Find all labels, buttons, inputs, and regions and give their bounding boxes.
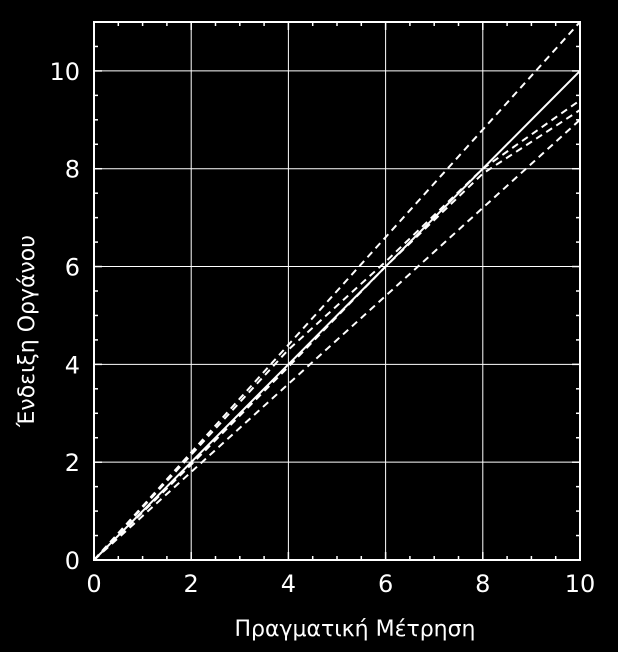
y-axis-label: Ένδειξη Οργάνου xyxy=(15,235,40,428)
x-axis-label: Πραγματική Μέτρηση xyxy=(234,617,475,642)
x-tick-label: 4 xyxy=(281,570,296,598)
x-tick-label: 8 xyxy=(475,570,490,598)
x-tick-label: 10 xyxy=(565,570,596,598)
y-tick-label: 6 xyxy=(65,254,80,282)
x-tick-label: 6 xyxy=(378,570,393,598)
y-tick-label: 2 xyxy=(65,449,80,477)
series-line-5 xyxy=(93,109,581,561)
series-line-3 xyxy=(93,119,581,561)
y-tick-label: 8 xyxy=(65,156,80,184)
grid xyxy=(94,22,580,560)
series-group xyxy=(93,21,581,561)
x-tick-label: 0 xyxy=(86,570,101,598)
series-line-4 xyxy=(93,99,581,561)
x-tick-label: 2 xyxy=(184,570,199,598)
ticks: 0 2 4 6 8 10 0 2 4 6 8 10 xyxy=(49,21,596,598)
series-line-1 xyxy=(93,70,581,561)
y-tick-label: 0 xyxy=(65,547,80,575)
y-tick-label: 4 xyxy=(65,351,80,379)
series-line-2 xyxy=(93,21,581,561)
y-tick-label: 10 xyxy=(49,58,80,86)
